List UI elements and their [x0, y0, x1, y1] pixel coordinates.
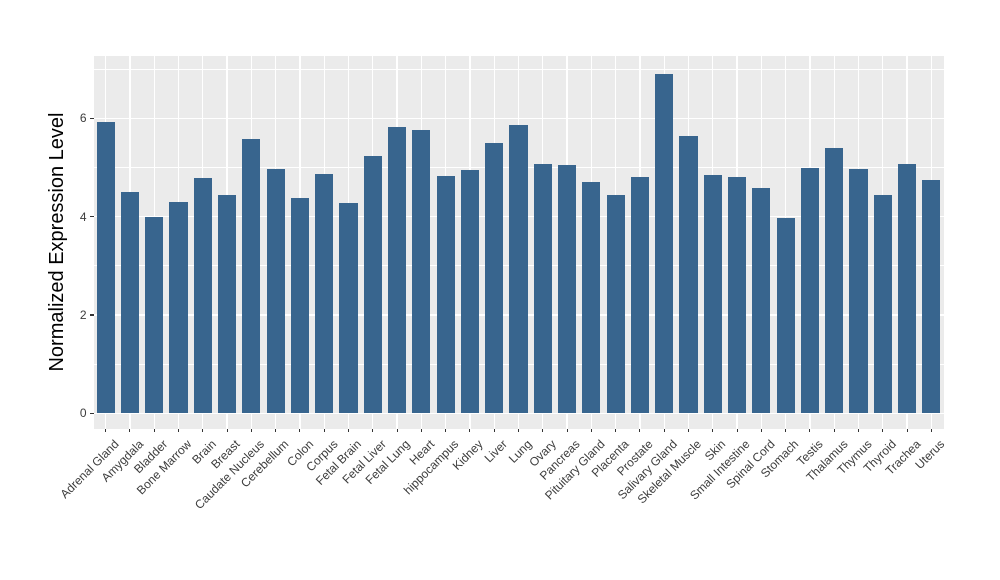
bar [217, 195, 237, 414]
x-tick-mark [323, 428, 325, 432]
x-tick-mark [785, 428, 787, 432]
bar [436, 175, 455, 414]
y-tick-label: 4 [79, 209, 87, 224]
bar [120, 192, 140, 414]
x-tick-mark [615, 428, 617, 432]
x-tick-mark [177, 428, 180, 432]
bar [485, 142, 504, 414]
x-tick-mark [833, 428, 835, 432]
x-tick-mark [250, 428, 252, 432]
x-tick-mark [930, 428, 932, 432]
x-tick-mark [469, 428, 471, 432]
bar [679, 135, 698, 414]
x-tick-mark [347, 428, 350, 432]
x-tick-mark [493, 428, 495, 432]
bar [363, 155, 382, 414]
x-tick-mark [590, 428, 592, 432]
x-tick-mark [299, 428, 301, 432]
x-tick-mark [372, 428, 374, 432]
x-tick-mark [639, 428, 641, 432]
x-tick-mark [445, 428, 447, 432]
x-tick-mark [275, 428, 277, 432]
x-tick-mark [420, 428, 422, 432]
x-tick-mark [712, 428, 714, 432]
bar [145, 216, 164, 414]
bar [266, 169, 285, 414]
x-tick-mark [663, 428, 665, 432]
bar [606, 195, 625, 414]
x-tick-mark [226, 428, 228, 432]
x-tick-mark [857, 428, 860, 432]
x-tick-mark [882, 428, 884, 432]
x-tick-mark [129, 428, 131, 432]
bar [460, 169, 480, 414]
bar [897, 164, 917, 414]
bar [557, 165, 577, 414]
y-tick-mark [90, 117, 94, 119]
bar [387, 126, 407, 414]
y-tick-mark [90, 314, 94, 316]
bar [533, 163, 552, 414]
x-tick-mark [396, 428, 398, 432]
y-tick-label: 6 [79, 111, 87, 126]
bar [509, 124, 528, 414]
x-tick-mark [566, 428, 568, 432]
bar [922, 179, 941, 414]
bar [315, 173, 334, 414]
y-tick-label: 2 [79, 307, 87, 322]
bar [96, 122, 115, 414]
x-tick-mark [153, 428, 155, 432]
bar [752, 188, 771, 414]
y-tick-mark [90, 412, 94, 414]
bar [290, 197, 310, 414]
x-tick-mark [736, 428, 738, 432]
x-tick-mark [542, 428, 544, 432]
bar [630, 177, 650, 414]
bar [169, 201, 188, 414]
bar [412, 130, 431, 414]
y-tick-label: 0 [79, 406, 87, 421]
bar [242, 139, 261, 414]
y-tick-mark [90, 216, 94, 218]
bar [582, 181, 601, 414]
bar [339, 203, 358, 414]
x-tick-mark [687, 428, 690, 432]
bar [776, 217, 795, 414]
x-tick-label: Liver [481, 436, 511, 465]
bar [825, 147, 844, 414]
x-tick-mark [906, 428, 908, 432]
y-axis-title: Normalized Expression Level [46, 112, 68, 372]
bar [703, 175, 722, 414]
bar [193, 178, 212, 414]
x-tick-mark [202, 428, 204, 432]
bar [655, 74, 674, 414]
bar [873, 195, 892, 414]
bar [800, 167, 820, 414]
bar [727, 177, 747, 414]
x-tick-mark [809, 428, 811, 432]
x-tick-mark [760, 428, 762, 432]
bar [849, 168, 868, 414]
x-tick-mark [517, 428, 520, 432]
x-tick-mark [105, 428, 107, 432]
